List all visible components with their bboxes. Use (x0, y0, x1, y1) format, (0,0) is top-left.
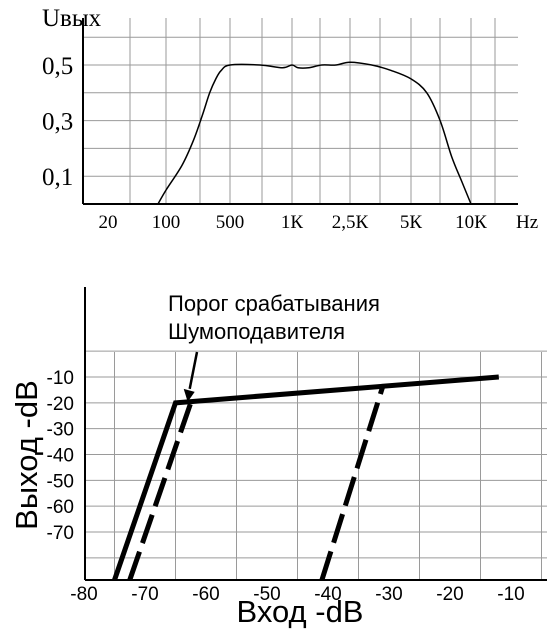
chart2-x-tick-label: -30 (375, 584, 402, 605)
chart1-x-tick-label: 2,5К (332, 212, 369, 233)
chart2-y-tick-label: -20 (47, 394, 74, 415)
annotation-line-1: Порог срабатывания (168, 291, 380, 316)
chart1-x-tick-label: 500 (216, 212, 245, 233)
chart1-series (157, 61, 472, 205)
chart2-series-line-2 (127, 402, 194, 581)
chart2-y-tick-label: -50 (47, 471, 74, 492)
chart2-x-tick-label: -40 (314, 584, 341, 605)
chart1-y-tick-label: 0,5 (42, 53, 73, 80)
chart2-y-tick-label: -60 (47, 497, 74, 518)
chart1-y-tick-label: 0,3 (42, 109, 73, 136)
chart1-x-tick-label: 20 (99, 212, 118, 233)
chart2-y-tick-label: -10 (47, 368, 74, 389)
chart1-response-curve (157, 61, 472, 205)
chart2-series-line-1 (112, 374, 499, 581)
chart2-y-ticks: -10 -20 -30 -40 -50 -60 -70 (47, 368, 74, 544)
chart2-series (112, 374, 499, 581)
chart2-axes (84, 287, 547, 581)
annotation-line-2: Шумоподавителя (168, 319, 345, 344)
chart1-y-ticks: 0,5 0,3 0,1 (42, 53, 73, 191)
chart2-x-tick-label: -60 (192, 584, 219, 605)
chart2-series-line-3 (319, 385, 386, 581)
chart2-x-tick-label: -10 (497, 584, 524, 605)
chart1-x-tick-label: 10К (455, 212, 487, 233)
chart2-y-tick-label: -40 (47, 446, 74, 467)
chart2-y-tick-label: -70 (47, 523, 74, 544)
chart2-x-ticks: -80 -70 -60 -50 -40 -30 -20 -10 (70, 584, 524, 605)
chart1-y-axis-label: Uвых (42, 5, 102, 32)
annotation-arrowhead (183, 388, 195, 402)
chart1-y-tick-label: 0,1 (42, 164, 73, 191)
chart2-x-tick-label: -20 (436, 584, 463, 605)
chart2-y-axis-label: Выход -dB (9, 380, 44, 530)
chart2-x-tick-label: -80 (70, 584, 97, 605)
chart2-x-axis-label: Вход -dB (237, 594, 364, 629)
chart2-x-tick-label: -70 (131, 584, 158, 605)
chart1-x-tick-label: 1К (281, 212, 304, 233)
chart1-x-ticks: 20 100 500 1К 2,5К 5К 10К (99, 212, 488, 233)
chart1-x-tick-label: 100 (152, 212, 181, 233)
chart2-x-tick-label: -50 (253, 584, 280, 605)
chart1-x-unit: Hz (516, 212, 538, 233)
chart1-axes (82, 18, 518, 205)
chart1-grid (83, 18, 518, 204)
annotation-arrow (188, 351, 199, 390)
chart1-axis-title: Uвых (42, 5, 102, 32)
chart2-annotation: Порог срабатывания Шумоподавителя (168, 291, 380, 402)
chart2-y-tick-label: -30 (47, 420, 74, 441)
chart1-x-tick-label: 5К (400, 212, 423, 233)
